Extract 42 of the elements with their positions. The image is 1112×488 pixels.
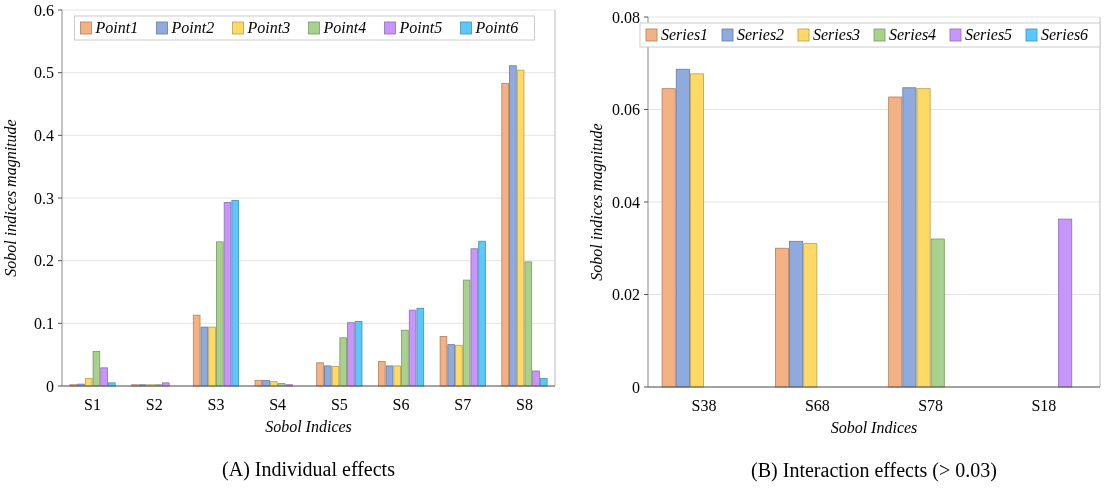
- x-axis-title: Sobol Indices: [830, 419, 918, 436]
- legend-label: Series3: [813, 26, 861, 43]
- x-tick-label: S2: [145, 396, 163, 413]
- legend-label: Series1: [661, 26, 709, 43]
- y-tick-label: 0.04: [612, 193, 640, 211]
- legend-label: Point6: [474, 19, 519, 36]
- text: (B) Interaction effects (> 0.03): [751, 459, 997, 482]
- y-tick-label: 0: [46, 377, 54, 395]
- x-tick-label: S38: [691, 397, 717, 414]
- legend-label: Point2: [170, 19, 215, 36]
- y-tick-label: 0.6: [34, 1, 54, 19]
- text: (A) Individual effects: [222, 458, 396, 481]
- x-tick-label: S1: [84, 396, 101, 413]
- x-tick-label: S4: [269, 396, 287, 413]
- legend-label: Series2: [737, 26, 785, 43]
- x-tick-label: S78: [918, 397, 944, 414]
- x-tick-label: S3: [207, 396, 225, 413]
- y-tick-label: 0.3: [34, 189, 54, 207]
- y-tick-label: 0.08: [612, 8, 640, 26]
- y-tick-label: 0.2: [34, 252, 54, 270]
- x-tick-label: S5: [330, 396, 348, 413]
- y-tick-label: 0.06: [612, 101, 640, 119]
- legend-label: Point3: [246, 19, 291, 36]
- legend-label: Point4: [322, 19, 367, 36]
- legend-label: Point5: [398, 19, 443, 36]
- y-tick-label: 0.5: [34, 64, 54, 82]
- legend-label: Series4: [889, 26, 937, 43]
- y-tick-label: 0.1: [34, 314, 54, 332]
- x-tick-label: S7: [454, 396, 472, 413]
- x-tick-label: S6: [392, 396, 410, 413]
- y-tick-label: 0.4: [34, 126, 54, 144]
- x-axis-title: Sobol Indices: [265, 418, 352, 435]
- legend-label: Series6: [1041, 26, 1089, 43]
- x-tick-label: S68: [804, 397, 830, 414]
- x-tick-label: S8: [516, 396, 533, 413]
- y-axis-title: Sobol indices magnitude: [588, 123, 606, 281]
- y-axis-title: Sobol indices magnitude: [2, 119, 20, 277]
- x-tick-label: S18: [1031, 397, 1057, 414]
- y-tick-label: 0: [632, 378, 640, 396]
- legend-label: Series5: [965, 26, 1013, 43]
- y-tick-label: 0.02: [612, 286, 640, 304]
- legend-label: Point1: [94, 19, 139, 36]
